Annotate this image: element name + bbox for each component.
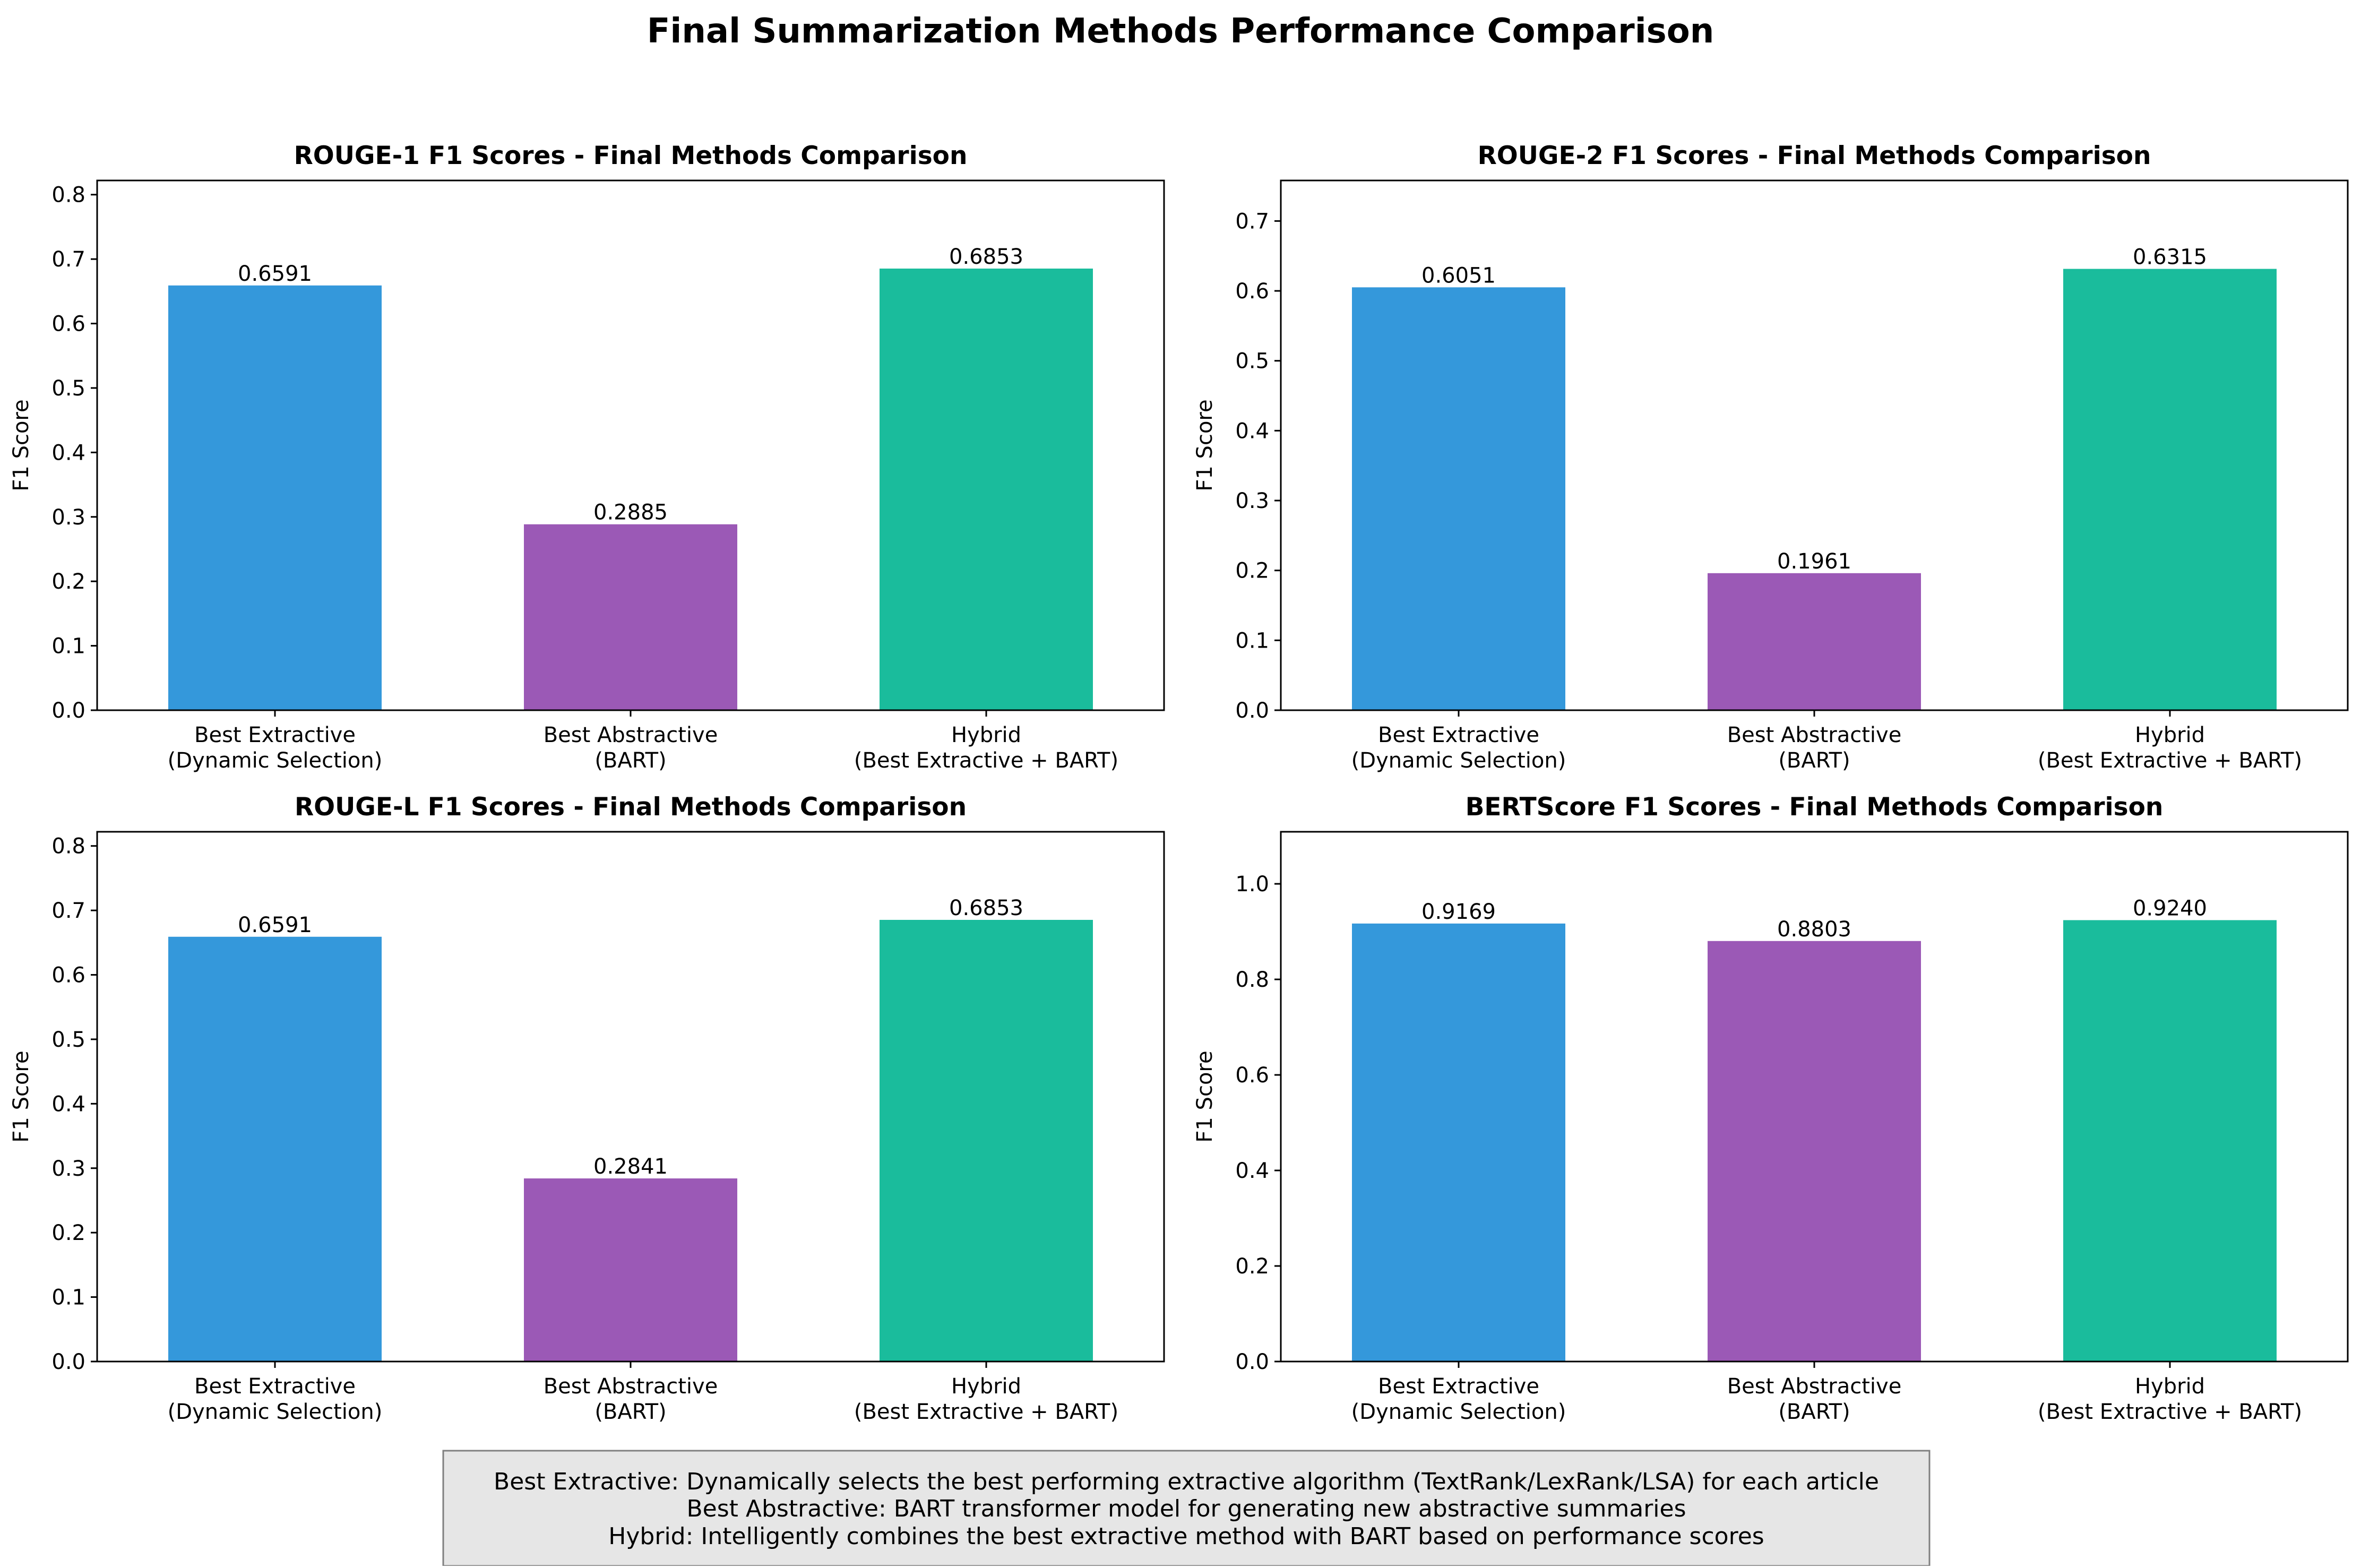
bertscore-xtick-label: (BART): [1778, 1400, 1850, 1424]
bertscore-value-label: 0.9240: [2133, 896, 2207, 920]
rouge-l-ytick-label: 0.6: [51, 963, 85, 988]
rouge-l-xtick-label: Hybrid: [951, 1374, 1021, 1399]
rouge-2-xtick-label: Hybrid: [2135, 723, 2205, 747]
bertscore-xtick-label: (Best Extractive + BART): [2038, 1400, 2302, 1424]
rouge-1-bar-abstractive: [524, 524, 737, 710]
rouge-l-value-label: 0.6591: [238, 913, 312, 937]
note-line-extractive: Best Extractive: Dynamically selects the…: [494, 1468, 1879, 1495]
rouge-2-xtick-label: (Best Extractive + BART): [2038, 748, 2302, 773]
bertscore-chart: 0.9169 0.8803 0.9240 0.0 0.2 0.4 0.6 0.8 1.0 Best…: [1193, 792, 2349, 1424]
rouge-1-xtick-label: Best Abstractive: [544, 723, 718, 747]
rouge-2-value-label: 0.1961: [1777, 549, 1851, 574]
rouge-l-bar-extractive: [168, 936, 382, 1362]
rouge-2-xtick-label: Best Extractive: [1378, 723, 1539, 747]
rouge-2-ylabel: F1 Score: [1193, 399, 1217, 491]
bertscore-bar-hybrid: [2063, 920, 2277, 1362]
rouge-l-xtick-label: Best Abstractive: [544, 1374, 718, 1399]
bertscore-value-label: 0.8803: [1777, 917, 1851, 942]
rouge-2-bar-abstractive: [1708, 573, 1921, 710]
bertscore-ytick-label: 0.0: [1235, 1350, 1269, 1374]
rouge-1-ylabel: F1 Score: [9, 399, 33, 491]
bertscore-ytick-label: 0.4: [1235, 1159, 1269, 1183]
rouge-1-xtick-label: Hybrid: [951, 723, 1021, 747]
rouge-1-xtick-label: (Best Extractive + BART): [854, 748, 1118, 773]
rouge-1-ytick-label: 0.0: [51, 699, 85, 723]
rouge-l-value-label: 0.2841: [593, 1155, 668, 1179]
rouge-l-ytick-label: 0.1: [51, 1286, 85, 1310]
note-line-hybrid: Hybrid: Intelligently combines the best …: [608, 1523, 1764, 1550]
rouge-2-bar-extractive: [1352, 287, 1565, 710]
bertscore-title: BERTScore F1 Scores - Final Methods Comp…: [1466, 792, 2164, 822]
rouge-1-ytick-label: 0.5: [51, 376, 85, 401]
rouge-l-ytick-label: 0.7: [51, 899, 85, 923]
rouge-1-xtick-label: Best Extractive: [194, 723, 356, 747]
rouge-l-ylabel: F1 Score: [9, 1050, 33, 1142]
rouge-1-bar-extractive: [168, 285, 382, 710]
bertscore-xtick-label: (Dynamic Selection): [1351, 1400, 1566, 1424]
rouge-2-xtick-label: (Dynamic Selection): [1351, 748, 1566, 773]
rouge-1-title: ROUGE-1 F1 Scores - Final Methods Compar…: [294, 141, 968, 170]
rouge-l-ytick-label: 0.3: [51, 1157, 85, 1181]
rouge-2-ytick-label: 0.4: [1235, 419, 1269, 443]
rouge-2-value-label: 0.6051: [1421, 263, 1496, 288]
figure-title: Final Summarization Methods Performance …: [647, 12, 1714, 51]
rouge-l-ytick-label: 0.4: [51, 1092, 85, 1116]
rouge-l-bar-hybrid: [880, 919, 1093, 1362]
rouge-l-xtick-label: (Best Extractive + BART): [854, 1400, 1118, 1424]
rouge-2-ytick-label: 0.1: [1235, 628, 1269, 653]
rouge-l-xtick-label: (Dynamic Selection): [168, 1400, 383, 1424]
rouge-1-ytick-label: 0.4: [51, 441, 85, 465]
rouge-2-xtick-label: Best Abstractive: [1727, 723, 1902, 747]
rouge-l-chart: 0.6591 0.2841 0.6853 0.0 0.1 0.2 0.3 0.4 0.5 0.6 0…: [9, 792, 1165, 1424]
bertscore-ylabel: F1 Score: [1193, 1050, 1217, 1142]
rouge-1-xtick-label: (Dynamic Selection): [168, 748, 383, 773]
bertscore-xtick-label: Best Extractive: [1378, 1374, 1539, 1399]
rouge-2-ytick-label: 0.0: [1235, 699, 1269, 723]
bertscore-ytick-label: 0.2: [1235, 1254, 1269, 1279]
rouge-l-xtick-label: (BART): [594, 1400, 666, 1424]
bertscore-bar-abstractive: [1708, 941, 1921, 1362]
rouge-1-xtick-label: (BART): [594, 748, 666, 773]
rouge-2-ytick-label: 0.3: [1235, 489, 1269, 513]
rouge-l-value-label: 0.6853: [949, 896, 1023, 920]
rouge-l-ytick-label: 0.8: [51, 834, 85, 859]
rouge-l-xtick-label: Best Extractive: [194, 1374, 356, 1399]
bertscore-ytick-label: 0.8: [1235, 968, 1269, 992]
rouge-2-ytick-label: 0.5: [1235, 349, 1269, 374]
rouge-1-ytick-label: 0.3: [51, 505, 85, 530]
rouge-1-value-label: 0.6591: [238, 262, 312, 286]
rouge-2-ytick-label: 0.2: [1235, 559, 1269, 583]
bertscore-ytick-label: 1.0: [1235, 872, 1269, 897]
bertscore-xtick-label: Hybrid: [2135, 1374, 2205, 1399]
rouge-1-ytick-label: 0.6: [51, 312, 85, 337]
rouge-2-ytick-label: 0.6: [1235, 279, 1269, 304]
rouge-1-value-label: 0.2885: [593, 501, 668, 525]
rouge-l-title: ROUGE-L F1 Scores - Final Methods Compar…: [295, 792, 967, 822]
rouge-1-ytick-label: 0.1: [51, 634, 85, 659]
rouge-2-value-label: 0.6315: [2133, 245, 2207, 270]
rouge-l-ytick-label: 0.5: [51, 1028, 85, 1052]
bertscore-value-label: 0.9169: [1421, 900, 1496, 924]
bertscore-xtick-label: Best Abstractive: [1727, 1374, 1902, 1399]
rouge-l-bar-abstractive: [524, 1178, 737, 1362]
rouge-1-value-label: 0.6853: [949, 245, 1023, 269]
note-line-abstractive: Best Abstractive: BART transformer model…: [686, 1495, 1686, 1522]
rouge-1-ytick-label: 0.8: [51, 183, 85, 208]
rouge-2-ytick-label: 0.7: [1235, 209, 1269, 234]
rouge-2-xtick-label: (BART): [1778, 748, 1850, 773]
rouge-1-ytick-label: 0.2: [51, 570, 85, 594]
rouge-2-chart: 0.6051 0.1961 0.6315 0.0 0.1 0.2 0.3 0.4 0.5 0.6 0…: [1193, 141, 2349, 773]
rouge-1-bar-hybrid: [880, 268, 1093, 710]
rouge-l-ytick-label: 0.0: [51, 1350, 85, 1374]
rouge-l-ytick-label: 0.2: [51, 1221, 85, 1245]
method-description-box: Best Extractive: Dynamically selects the…: [442, 1450, 1931, 1567]
bertscore-ytick-label: 0.6: [1235, 1063, 1269, 1088]
rouge-1-chart: 0.6591 0.2885 0.6853 0.0 0.1 0.2 0.3 0.4 0.5 0.6 0…: [9, 141, 1165, 773]
rouge-2-title: ROUGE-2 F1 Scores - Final Methods Compar…: [1478, 141, 2151, 170]
rouge-2-bar-hybrid: [2063, 269, 2277, 711]
bertscore-bar-extractive: [1352, 923, 1565, 1362]
rouge-1-ytick-label: 0.7: [51, 247, 85, 272]
